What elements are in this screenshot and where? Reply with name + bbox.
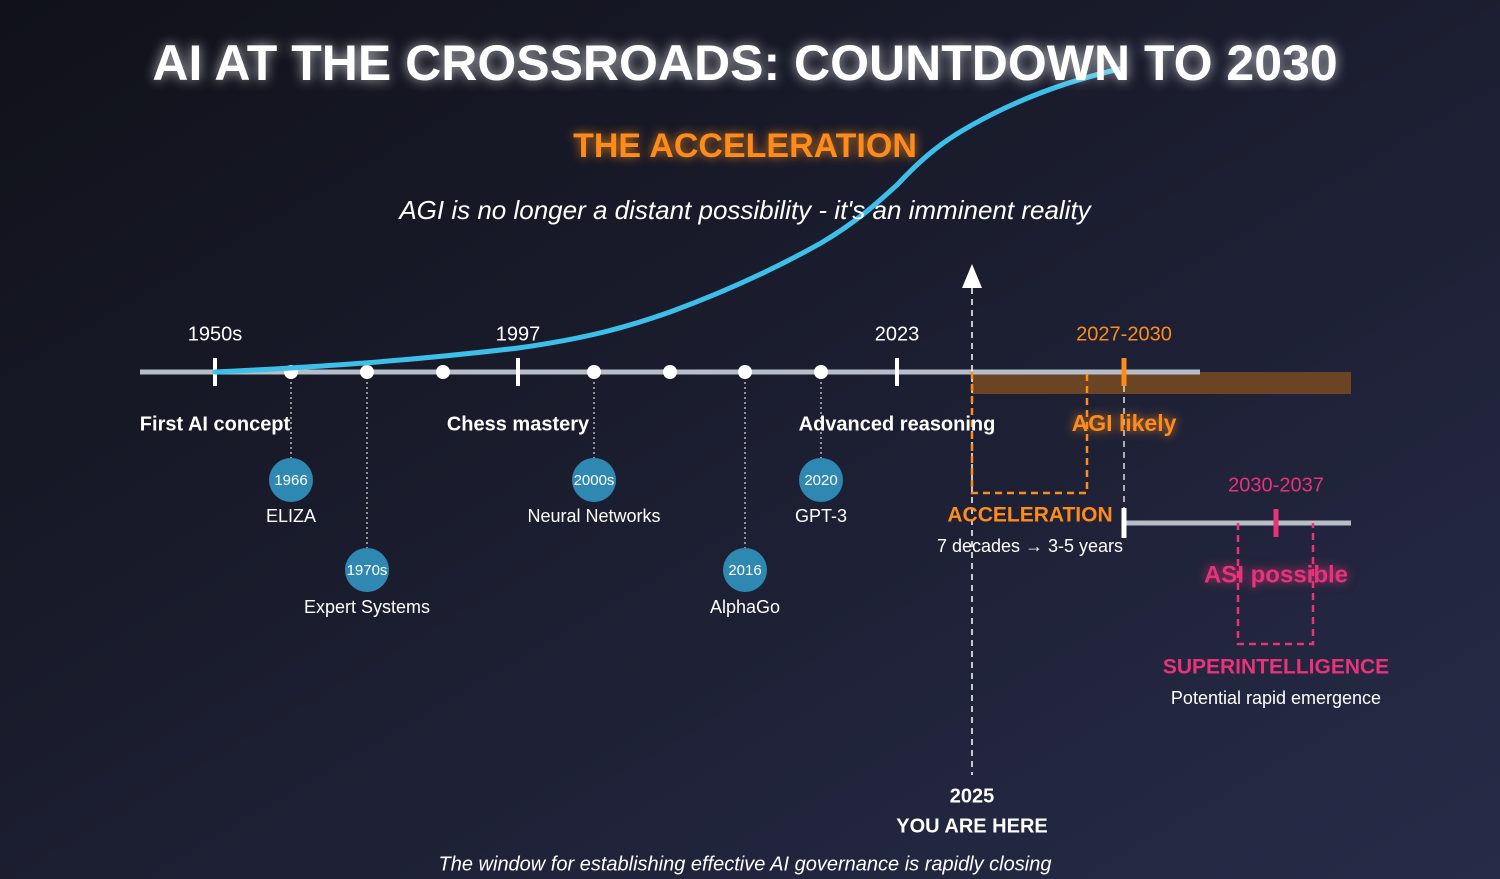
dot (663, 365, 677, 379)
tick-label: 2023 (875, 323, 920, 345)
milestone-label: ELIZA (266, 506, 316, 526)
now-arrow (962, 264, 982, 288)
dot (436, 365, 450, 379)
subtitle: THE ACCELERATION (573, 127, 917, 165)
era-label: AGI likely (1072, 410, 1177, 436)
badge (269, 458, 313, 502)
now-label: YOU ARE HERE (896, 815, 1048, 837)
acceleration-box (970, 372, 1089, 495)
badge (345, 548, 389, 592)
badge (799, 458, 843, 502)
era-label: First AI concept (140, 413, 291, 435)
era-label: Chess mastery (447, 413, 590, 435)
tick-label: 2027-2030 (1076, 323, 1172, 345)
now-year: 2025 (950, 785, 995, 807)
asi-note: Potential rapid emergence (1171, 688, 1381, 708)
tagline: AGI is no longer a distant possibility -… (397, 195, 1092, 225)
badges (269, 458, 843, 592)
milestone-label: AlphaGo (710, 597, 780, 617)
milestone-year: 2000s (574, 472, 615, 489)
milestone-label: Expert Systems (304, 597, 430, 617)
milestone-year: 1966 (274, 472, 307, 489)
asi-title: SUPERINTELLIGENCE (1163, 656, 1389, 679)
asi-range: 2030-2037 (1228, 474, 1324, 496)
title: AI AT THE CROSSROADS: COUNTDOWN TO 2030 (152, 35, 1337, 91)
agi-band (972, 372, 1351, 394)
acceleration-note: 7 decades → 3-5 years (937, 536, 1123, 556)
acceleration-curve (212, 65, 1127, 375)
milestone-label: Neural Networks (527, 506, 660, 526)
footer: The window for establishing effective AI… (439, 853, 1052, 875)
connectors (290, 372, 822, 548)
badge (572, 458, 616, 502)
milestone-year: 2020 (804, 472, 837, 489)
milestone-label: GPT-3 (795, 506, 847, 526)
milestone-year: 1970s (347, 562, 388, 579)
dot (360, 365, 374, 379)
dot (814, 365, 828, 379)
tick-label: 1950s (188, 323, 243, 345)
asi-label: ASI possible (1204, 561, 1348, 588)
badge (723, 548, 767, 592)
acceleration-title: ACCELERATION (947, 504, 1112, 527)
tick-label: 1997 (496, 323, 541, 345)
dot (587, 365, 601, 379)
dot (738, 365, 752, 379)
milestone-year: 2016 (728, 562, 761, 579)
asi-box (1236, 523, 1315, 646)
era-label: Advanced reasoning (799, 413, 996, 435)
